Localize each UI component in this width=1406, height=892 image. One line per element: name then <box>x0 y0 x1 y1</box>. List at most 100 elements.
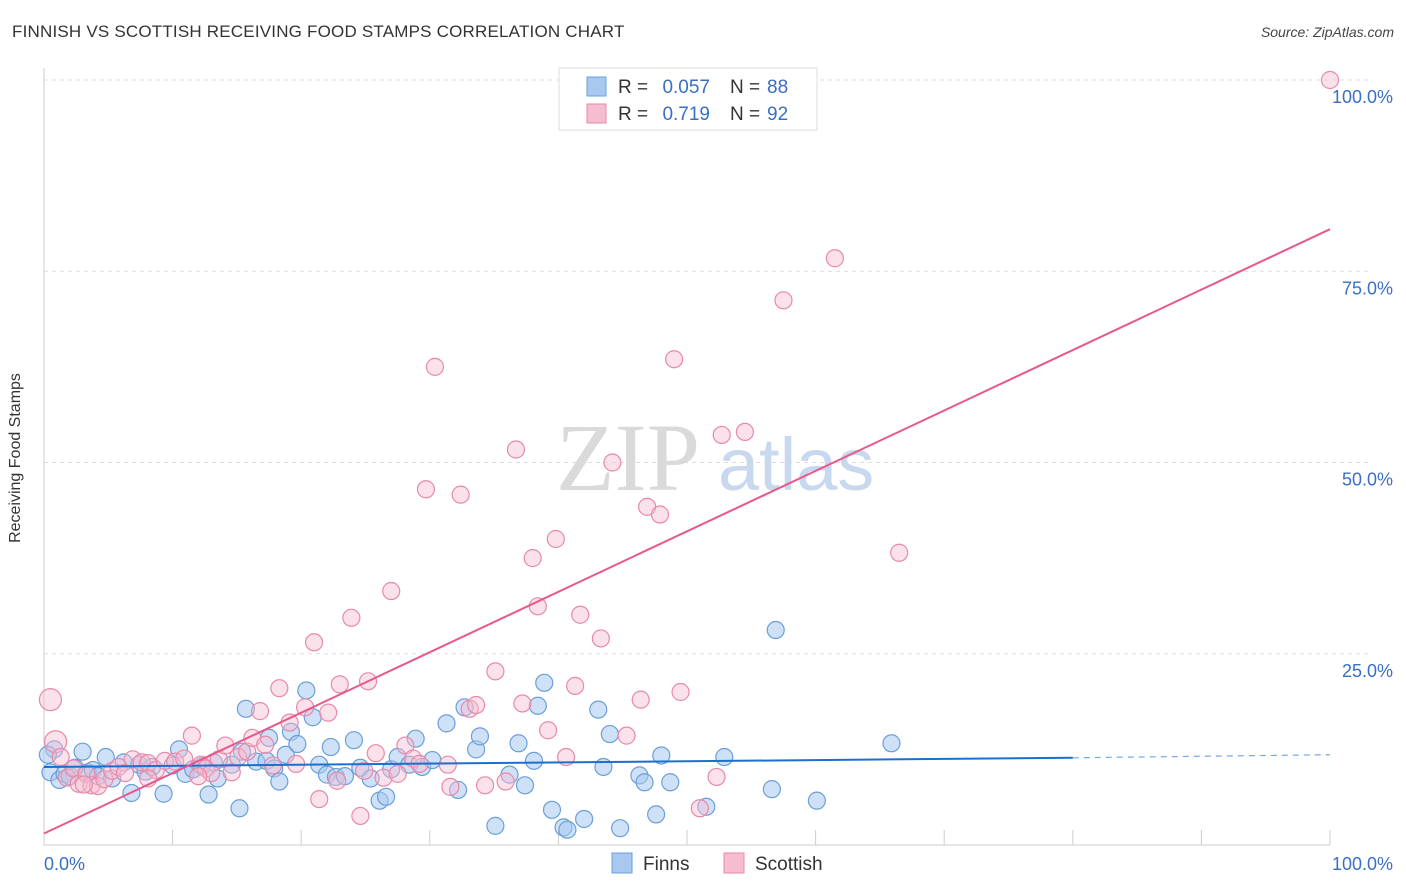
trend-lines <box>43 228 1331 835</box>
finns-point-17 <box>154 784 173 803</box>
finns-point-45 <box>344 731 364 750</box>
watermark: ZIP atlas <box>556 404 874 511</box>
scottish-point-31 <box>256 735 275 754</box>
scottish-point-82 <box>774 291 793 310</box>
scottish-point-57 <box>466 695 486 715</box>
watermark-zip: ZIP <box>556 404 700 511</box>
watermark-atlas: atlas <box>718 423 874 506</box>
finns-point-75 <box>611 819 630 838</box>
scottish-point-72 <box>617 726 636 745</box>
x-tick-label-1: 100.0% <box>1332 854 1393 874</box>
scottish-point-69 <box>571 605 590 624</box>
scottish-point-46 <box>374 768 393 787</box>
finns-trend-line <box>43 756 1073 768</box>
scottish-point-33 <box>270 679 289 698</box>
finns-point-78 <box>647 805 666 824</box>
scottish-point-34 <box>280 713 299 732</box>
finns-point-66 <box>528 696 547 715</box>
finns-point-72 <box>589 700 608 719</box>
finns-point-64 <box>515 776 535 795</box>
scottish-point-70 <box>591 629 610 648</box>
scottish-point-79 <box>707 767 726 787</box>
stats-legend-n-label-1: N = <box>730 104 760 125</box>
finns-point-77 <box>635 773 654 792</box>
scottish-point-48 <box>388 764 407 783</box>
finns-point-56 <box>437 714 456 733</box>
scottish-point-28 <box>238 742 257 761</box>
series-legend-label-1: Scottish <box>755 854 823 875</box>
scottish-point-88 <box>189 767 208 786</box>
scottish-point-90 <box>438 755 457 774</box>
finns-point-60 <box>470 727 490 746</box>
scottish-point-85 <box>1320 70 1340 90</box>
scottish-point-41 <box>330 675 349 694</box>
scottish-point-66 <box>546 529 565 549</box>
chart-title: FINNISH VS SCOTTISH RECEIVING FOOD STAMP… <box>12 22 625 41</box>
finns-point-61 <box>486 816 505 835</box>
stats-legend-r-value-0: 0.057 <box>662 77 710 98</box>
x-tick-label-0: 0.0% <box>44 854 85 874</box>
scottish-point-87 <box>355 761 374 780</box>
scottish-trend-line <box>43 228 1331 835</box>
scottish-point-76 <box>665 350 684 369</box>
series-legend-swatch-1 <box>723 852 745 874</box>
finns-point-65 <box>524 751 544 770</box>
finns-point-42 <box>321 737 340 757</box>
scottish-point-54 <box>441 777 460 796</box>
finns-point-68 <box>542 800 562 819</box>
scottish-point-0 <box>38 688 63 712</box>
scottish-point-37 <box>304 633 324 652</box>
tick-labels: 25.0% 50.0% 75.0% 100.0% 0.0% 100.0% <box>44 87 1393 874</box>
stats-legend-r-value-1: 0.719 <box>662 104 710 125</box>
finns-point-67 <box>535 673 554 692</box>
stats-legend-r-label-1: R = <box>618 104 648 125</box>
scottish-point-73 <box>631 690 650 709</box>
scottish-point-42 <box>342 608 361 627</box>
scottish-point-58 <box>475 776 495 795</box>
y-tick-label-0: 25.0% <box>1342 661 1393 681</box>
scottish-point-12 <box>115 763 135 783</box>
finns-point-63 <box>509 734 528 753</box>
scottish-point-39 <box>319 703 338 722</box>
scottish-point-3 <box>58 768 77 787</box>
scottish-point-40 <box>328 771 347 790</box>
finns-point-29 <box>236 699 256 718</box>
scottish-point-60 <box>496 772 515 791</box>
finns-point-35 <box>276 745 295 764</box>
stats-legend-n-label-0: N = <box>730 77 760 98</box>
finns-point-37 <box>288 734 307 754</box>
finns-point-6 <box>73 742 92 761</box>
finns-point-83 <box>762 780 781 799</box>
finns-trend-extension <box>1072 754 1331 759</box>
finns-point-81 <box>697 797 716 816</box>
finns-point-84 <box>766 620 785 640</box>
scottish-point-84 <box>890 543 909 562</box>
finns-point-70 <box>558 820 577 839</box>
scottish-point-59 <box>486 662 505 681</box>
finns-point-85 <box>807 791 826 810</box>
finns-point-38 <box>297 681 316 700</box>
scottish-point-53 <box>425 357 445 376</box>
scottish-point-78 <box>690 799 709 818</box>
source-label: Source: ZipAtlas.com <box>1260 24 1394 40</box>
stats-legend-swatch-0 <box>586 76 607 97</box>
finns-point-23 <box>199 785 218 804</box>
scottish-point-45 <box>366 744 385 763</box>
finns-point-34 <box>270 772 289 791</box>
scottish-point-68 <box>566 676 585 695</box>
scottish-point-55 <box>451 485 470 504</box>
scottish-point-1 <box>43 730 68 754</box>
y-tick-label-1: 50.0% <box>1342 470 1393 490</box>
scottish-point-8 <box>88 776 108 796</box>
scottish-point-26 <box>222 763 241 782</box>
scottish-point-38 <box>310 789 329 809</box>
stats-legend-n-value-0: 88 <box>767 77 788 98</box>
scottish-point-52 <box>416 480 436 499</box>
y-tick-label-3: 100.0% <box>1332 87 1393 107</box>
finns-point-49 <box>376 787 396 806</box>
scottish-point-65 <box>539 721 558 740</box>
y-tick-label-2: 75.0% <box>1342 278 1393 298</box>
stats-legend-r-label-0: R = <box>618 77 648 98</box>
scottish-point-2 <box>51 747 70 767</box>
